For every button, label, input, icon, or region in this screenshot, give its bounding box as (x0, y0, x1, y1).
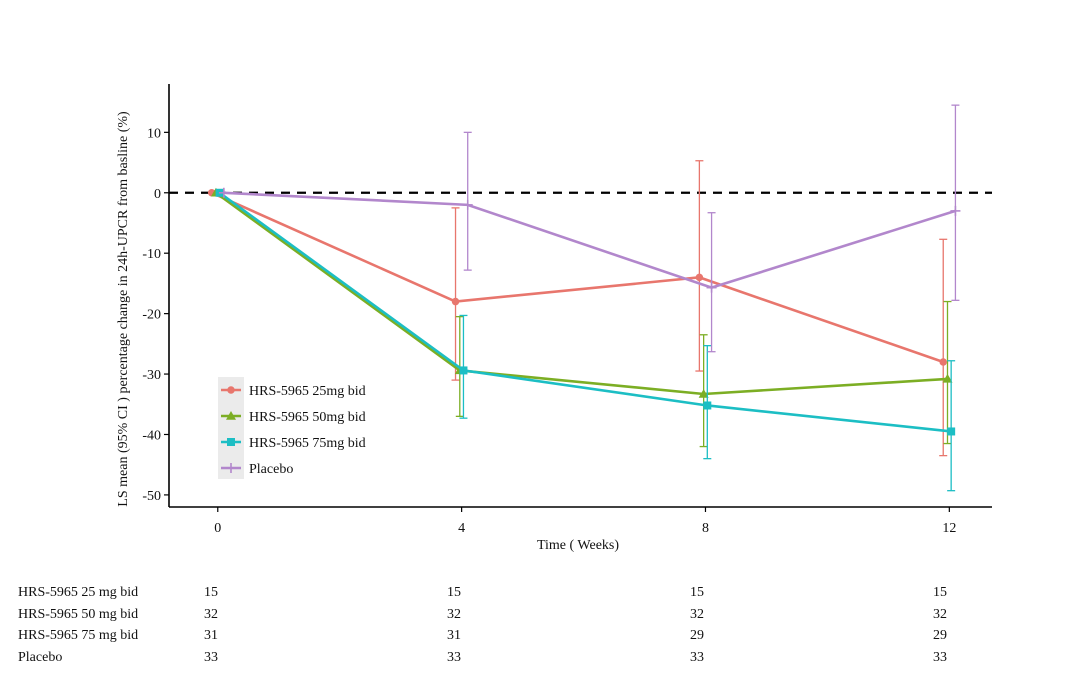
x-tick-label: 12 (942, 521, 956, 536)
legend-label: HRS-5965 50mg bid (249, 410, 366, 425)
risk-table-count: 29 (690, 628, 704, 643)
error-bar (947, 360, 956, 492)
data-point (459, 366, 468, 375)
data-point (703, 401, 712, 410)
risk-table-row: HRS-5965 25 mg bid 15 15 15 15 (18, 582, 1018, 604)
legend-item: HRS-5965 25mg bid (221, 384, 366, 399)
y-tick-label: -40 (142, 428, 161, 443)
risk-table-count: 33 (447, 649, 461, 665)
error-bar (451, 207, 460, 381)
error-bar (707, 212, 716, 353)
legend-item: Placebo (221, 462, 293, 477)
data-point (218, 187, 229, 198)
series-line (223, 191, 956, 290)
error-bar (951, 104, 960, 301)
data-point (942, 373, 953, 383)
risk-table-count: 15 (447, 585, 461, 600)
y-tick-label: -50 (142, 489, 161, 504)
data-point (451, 297, 460, 306)
risk-table-row: HRS-5965 50 mg bid 32 32 32 32 (18, 604, 1018, 626)
risk-table-count: 33 (690, 649, 704, 665)
risk-table-count: 32 (447, 606, 461, 622)
legend-item: HRS-5965 50mg bid (221, 410, 366, 425)
y-axis-label: LS mean (95% CI ) percentage change in 2… (116, 111, 131, 507)
risk-table-count: 33 (933, 649, 947, 665)
series-3 (215, 188, 956, 492)
series-line (215, 191, 948, 396)
y-tick-label: 10 (147, 126, 161, 141)
risk-table-count: 15 (690, 585, 704, 600)
risk-table-row-label: Placebo (18, 649, 63, 665)
series-line (218, 191, 952, 433)
legend-item: HRS-5965 75mg bid (221, 436, 366, 451)
risk-table-row: HRS-5965 75 mg bid 31 31 29 29 (18, 625, 1018, 647)
risk-table-count: 32 (690, 606, 704, 622)
error-bar (939, 238, 948, 457)
data-point (698, 388, 709, 398)
risk-table-count: 29 (933, 628, 947, 643)
legend-key-marker (227, 438, 235, 446)
chart: 10 0 -10 -20 -30 -40 -50 0 4 8 12 HRS-5965 25mg bi… (116, 84, 992, 553)
series-line (211, 191, 944, 364)
data-point (939, 358, 947, 366)
y-tick-label: -20 (142, 308, 161, 323)
x-tick-label: 0 (214, 521, 221, 536)
legend-key-marker (226, 463, 236, 473)
error-bar (943, 300, 952, 445)
legend-key-marker (227, 386, 235, 394)
data-point (950, 205, 961, 216)
legend-label: Placebo (249, 462, 293, 477)
risk-table-row: Placebo 33 33 33 33 (18, 647, 1018, 669)
error-bar (695, 160, 704, 372)
risk-table-row-label: HRS-5965 75 mg bid (18, 628, 139, 643)
y-tick-label: 0 (154, 187, 161, 202)
risk-table-count: 33 (204, 649, 218, 665)
data-point (947, 427, 956, 436)
y-tick-label: -10 (142, 247, 161, 262)
risk-table-count: 32 (204, 606, 218, 622)
risk-table-count: 31 (204, 628, 218, 643)
risk-table-count: 15 (204, 585, 218, 600)
risk-table-row-label: HRS-5965 50 mg bid (18, 606, 139, 622)
series-4 (218, 104, 961, 353)
legend-key-marker (226, 411, 236, 420)
data-point (706, 282, 717, 293)
risk-table-row-label: HRS-5965 25 mg bid (18, 585, 139, 600)
x-axis-label: Time ( Weeks) (537, 538, 619, 553)
series-2 (210, 187, 953, 448)
data-point (462, 199, 473, 210)
y-tick-label: -30 (142, 368, 161, 383)
legend-label: HRS-5965 75mg bid (249, 436, 366, 451)
risk-table-count: 31 (447, 628, 461, 643)
legend-label: HRS-5965 25mg bid (249, 384, 366, 399)
x-tick-label: 4 (458, 521, 465, 536)
risk-table-count: 32 (933, 606, 947, 622)
data-point (695, 273, 704, 282)
legend-key-background (218, 377, 244, 479)
number-at-risk-table: HRS-5965 25 mg bid 15 15 15 15 HRS-5965 50 mg… (18, 582, 1018, 668)
risk-table-count: 15 (933, 585, 947, 600)
x-tick-label: 8 (702, 521, 709, 536)
